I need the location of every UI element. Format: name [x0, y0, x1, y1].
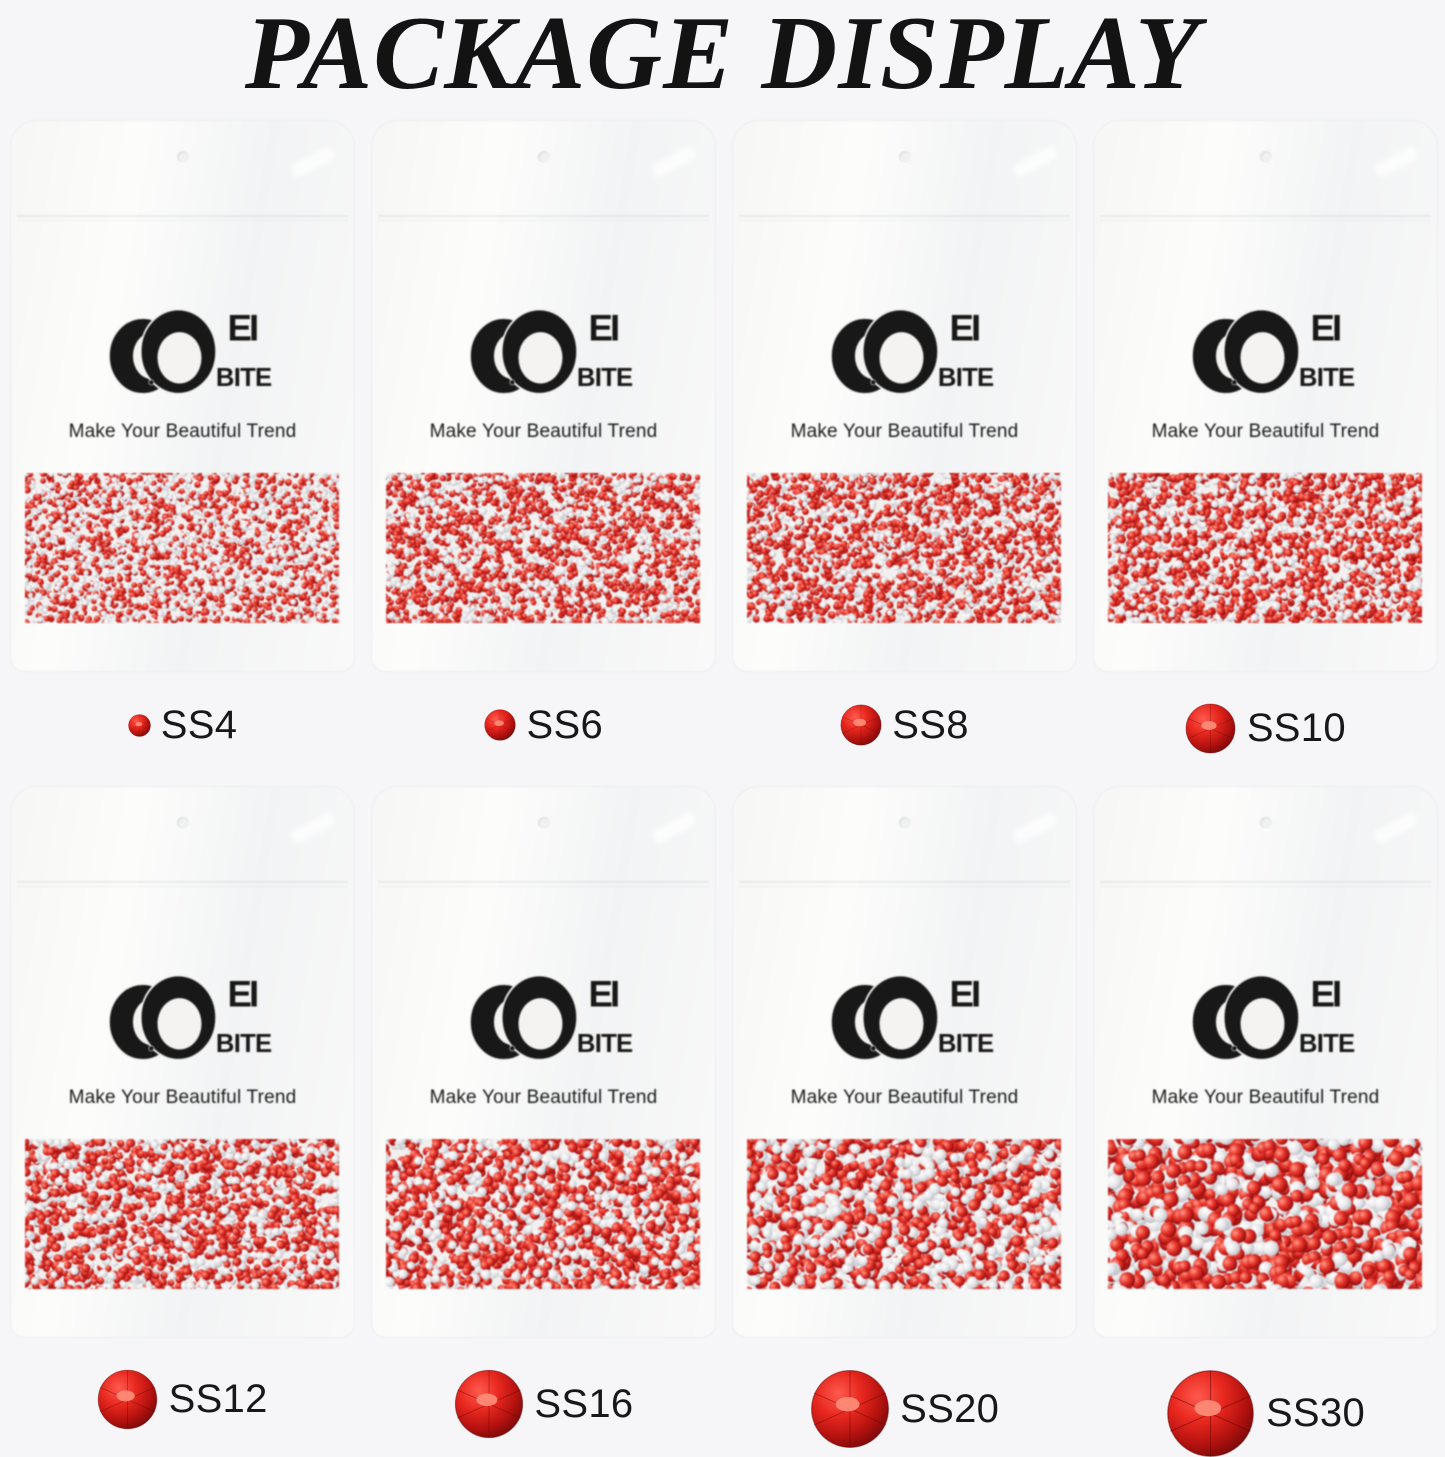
svg-text:BITE: BITE	[937, 364, 993, 392]
svg-text:BITE: BITE	[215, 364, 271, 392]
svg-text:EI: EI	[1310, 974, 1340, 1015]
svg-text:BITE: BITE	[215, 1030, 271, 1058]
svg-text:EI: EI	[949, 974, 979, 1015]
svg-text:EI: EI	[588, 308, 618, 349]
svg-text:BITE: BITE	[937, 1030, 993, 1058]
svg-text:BITE: BITE	[1298, 364, 1354, 392]
svg-text:EI: EI	[1310, 308, 1340, 349]
svg-text:EI: EI	[227, 308, 257, 349]
svg-text:BITE: BITE	[576, 364, 632, 392]
svg-text:BITE: BITE	[1298, 1030, 1354, 1058]
svg-text:BITE: BITE	[576, 1030, 632, 1058]
svg-text:EI: EI	[227, 974, 257, 1015]
svg-text:EI: EI	[949, 308, 979, 349]
svg-text:EI: EI	[588, 974, 618, 1015]
